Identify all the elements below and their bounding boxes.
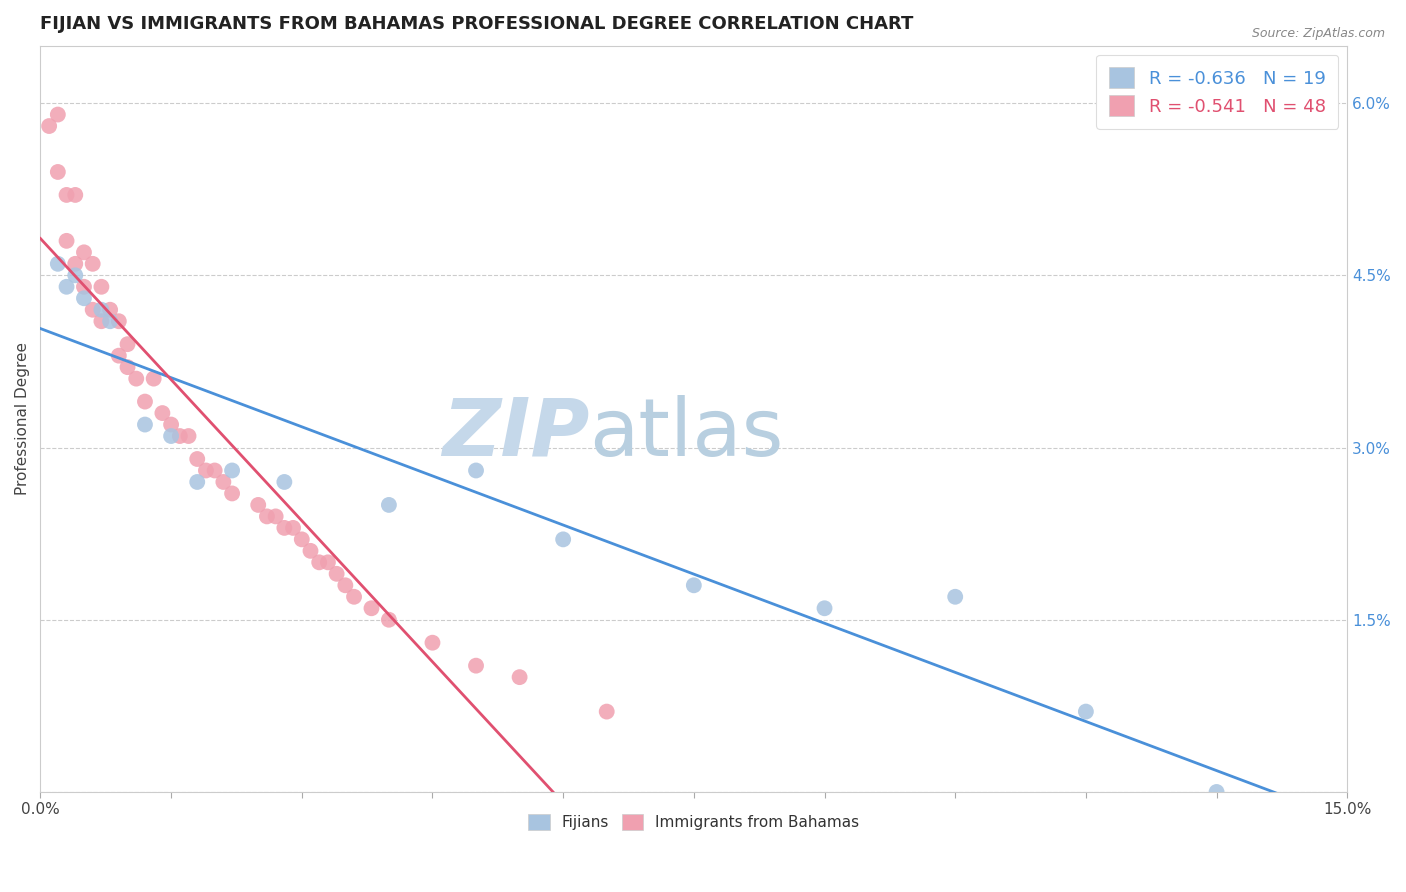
Point (813, 601, 835, 615)
Point (194, 463, 217, 477)
Point (299, 544, 322, 558)
Point (682, 578, 704, 592)
Point (943, 590, 966, 604)
Text: FIJIAN VS IMMIGRANTS FROM BAHAMAS PROFESSIONAL DEGREE CORRELATION CHART: FIJIAN VS IMMIGRANTS FROM BAHAMAS PROFES… (41, 15, 914, 33)
Point (465, 658, 488, 673)
Point (186, 452, 208, 467)
Point (1205, 785, 1227, 799)
Point (90, 302, 112, 317)
Point (134, 417, 156, 432)
Legend: Fijians, Immigrants from Bahamas: Fijians, Immigrants from Bahamas (522, 808, 866, 837)
Point (150, 406, 173, 420)
Point (90, 314, 112, 328)
Point (98, 314, 121, 328)
Point (65, 268, 87, 283)
Point (134, 394, 156, 409)
Point (177, 429, 200, 443)
Point (73, 279, 96, 293)
Point (125, 371, 148, 385)
Point (117, 337, 139, 351)
Point (82, 302, 104, 317)
Point (281, 521, 304, 535)
Point (247, 498, 270, 512)
Point (1074, 705, 1097, 719)
Point (422, 636, 444, 650)
Point (46, 165, 69, 179)
Point (221, 486, 243, 500)
Point (46, 107, 69, 121)
Point (98, 302, 121, 317)
Point (343, 590, 366, 604)
Point (108, 314, 131, 328)
Point (82, 257, 104, 271)
Point (142, 371, 165, 385)
Point (117, 360, 139, 375)
Point (465, 463, 488, 477)
Point (378, 498, 401, 512)
Point (55, 188, 77, 202)
Point (273, 521, 295, 535)
Point (256, 509, 278, 524)
Point (212, 475, 235, 489)
Point (186, 475, 208, 489)
Point (221, 463, 243, 477)
Point (509, 670, 531, 684)
Point (108, 349, 131, 363)
Point (360, 601, 382, 615)
Point (273, 475, 295, 489)
Point (308, 555, 330, 569)
Point (325, 566, 347, 581)
Point (378, 613, 401, 627)
Point (160, 429, 183, 443)
Point (73, 245, 96, 260)
Point (65, 188, 87, 202)
Point (55, 234, 77, 248)
Point (160, 417, 183, 432)
Text: ZIP: ZIP (441, 395, 589, 473)
Point (264, 509, 287, 524)
Text: Source: ZipAtlas.com: Source: ZipAtlas.com (1251, 27, 1385, 40)
Point (596, 705, 619, 719)
Point (90, 279, 112, 293)
Point (316, 555, 339, 569)
Point (46, 257, 69, 271)
Point (65, 257, 87, 271)
Text: atlas: atlas (589, 395, 783, 473)
Point (291, 533, 314, 547)
Point (169, 429, 191, 443)
Point (204, 463, 226, 477)
Point (553, 533, 575, 547)
Point (335, 578, 357, 592)
Point (73, 291, 96, 305)
Y-axis label: Professional Degree: Professional Degree (15, 343, 30, 495)
Point (38, 119, 60, 133)
Point (55, 279, 77, 293)
